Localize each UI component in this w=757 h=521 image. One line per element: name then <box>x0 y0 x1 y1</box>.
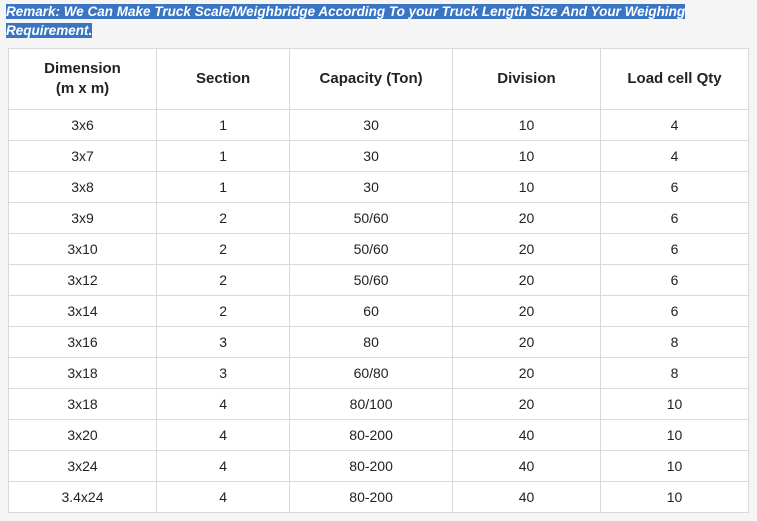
table-row: 3x18360/80208 <box>9 358 749 389</box>
table-cell: 10 <box>600 389 748 420</box>
col-header-dimension: Dimension (m x m) <box>9 48 157 110</box>
remark-label: Remark: <box>6 4 60 19</box>
table-cell: 6 <box>600 172 748 203</box>
table-cell: 3x16 <box>9 327 157 358</box>
table-cell: 3x20 <box>9 420 157 451</box>
table-container: Dimension (m x m) Section Capacity (Ton)… <box>0 44 757 521</box>
table-cell: 4 <box>157 389 290 420</box>
table-cell: 2 <box>157 203 290 234</box>
remark-block: Remark: We Can Make Truck Scale/Weighbri… <box>0 0 757 44</box>
table-row: 3x8130106 <box>9 172 749 203</box>
table-cell: 1 <box>157 110 290 141</box>
table-cell: 30 <box>290 172 453 203</box>
table-cell: 3 <box>157 358 290 389</box>
table-cell: 80/100 <box>290 389 453 420</box>
table-cell: 80-200 <box>290 420 453 451</box>
col-header-division: Division <box>452 48 600 110</box>
table-row: 3x10250/60206 <box>9 234 749 265</box>
table-cell: 20 <box>452 203 600 234</box>
table-cell: 80-200 <box>290 451 453 482</box>
table-cell: 10 <box>600 451 748 482</box>
table-cell: 50/60 <box>290 203 453 234</box>
table-row: 3x24480-2004010 <box>9 451 749 482</box>
table-cell: 10 <box>452 172 600 203</box>
table-cell: 60 <box>290 296 453 327</box>
table-cell: 40 <box>452 451 600 482</box>
table-cell: 2 <box>157 296 290 327</box>
col-header-text: Division <box>497 70 555 87</box>
table-cell: 6 <box>600 296 748 327</box>
col-header-text: Load cell Qty <box>627 70 721 87</box>
table-cell: 3x14 <box>9 296 157 327</box>
table-cell: 40 <box>452 482 600 513</box>
table-body: 3x61301043x71301043x81301063x9250/602063… <box>9 110 749 513</box>
table-cell: 20 <box>452 358 600 389</box>
remark-text-line1: We Can Make Truck Scale/Weighbridge Acco… <box>60 4 685 19</box>
table-cell: 3x18 <box>9 358 157 389</box>
table-cell: 50/60 <box>290 234 453 265</box>
table-cell: 3x6 <box>9 110 157 141</box>
table-cell: 3 <box>157 327 290 358</box>
table-cell: 3.4x24 <box>9 482 157 513</box>
table-cell: 30 <box>290 110 453 141</box>
table-cell: 20 <box>452 234 600 265</box>
table-row: 3x7130104 <box>9 141 749 172</box>
table-cell: 30 <box>290 141 453 172</box>
table-cell: 6 <box>600 265 748 296</box>
table-row: 3x20480-2004010 <box>9 420 749 451</box>
table-cell: 8 <box>600 327 748 358</box>
table-header-row: Dimension (m x m) Section Capacity (Ton)… <box>9 48 749 110</box>
table-cell: 80 <box>290 327 453 358</box>
table-cell: 6 <box>600 203 748 234</box>
table-cell: 10 <box>600 482 748 513</box>
table-cell: 4 <box>157 482 290 513</box>
table-cell: 4 <box>600 110 748 141</box>
col-header-capacity: Capacity (Ton) <box>290 48 453 110</box>
table-cell: 20 <box>452 296 600 327</box>
table-row: 3x9250/60206 <box>9 203 749 234</box>
table-cell: 4 <box>600 141 748 172</box>
table-cell: 2 <box>157 265 290 296</box>
table-cell: 10 <box>452 141 600 172</box>
col-header-sub: (m x m) <box>56 80 109 97</box>
table-cell: 3x10 <box>9 234 157 265</box>
table-cell: 3x8 <box>9 172 157 203</box>
table-head: Dimension (m x m) Section Capacity (Ton)… <box>9 48 749 110</box>
table-cell: 50/60 <box>290 265 453 296</box>
table-row: 3x6130104 <box>9 110 749 141</box>
table-cell: 3x9 <box>9 203 157 234</box>
table-cell: 10 <box>600 420 748 451</box>
table-cell: 60/80 <box>290 358 453 389</box>
table-row: 3x16380208 <box>9 327 749 358</box>
table-cell: 3x12 <box>9 265 157 296</box>
table-cell: 4 <box>157 420 290 451</box>
remark-text-line2: Requirement. <box>6 23 92 38</box>
table-cell: 6 <box>600 234 748 265</box>
table-cell: 20 <box>452 327 600 358</box>
table-row: 3x12250/60206 <box>9 265 749 296</box>
table-cell: 3x24 <box>9 451 157 482</box>
table-cell: 2 <box>157 234 290 265</box>
table-cell: 80-200 <box>290 482 453 513</box>
table-cell: 4 <box>157 451 290 482</box>
table-cell: 20 <box>452 389 600 420</box>
table-cell: 8 <box>600 358 748 389</box>
table-cell: 10 <box>452 110 600 141</box>
col-header-text: Dimension <box>44 60 121 77</box>
col-header-loadcell: Load cell Qty <box>600 48 748 110</box>
table-cell: 1 <box>157 141 290 172</box>
table-cell: 3x18 <box>9 389 157 420</box>
table-cell: 3x7 <box>9 141 157 172</box>
spec-table: Dimension (m x m) Section Capacity (Ton)… <box>8 48 749 514</box>
col-header-text: Capacity (Ton) <box>320 70 423 87</box>
col-header-text: Section <box>196 70 250 87</box>
table-cell: 40 <box>452 420 600 451</box>
table-row: 3x14260206 <box>9 296 749 327</box>
table-cell: 20 <box>452 265 600 296</box>
table-cell: 1 <box>157 172 290 203</box>
table-row: 3x18480/1002010 <box>9 389 749 420</box>
col-header-section: Section <box>157 48 290 110</box>
table-row: 3.4x24480-2004010 <box>9 482 749 513</box>
